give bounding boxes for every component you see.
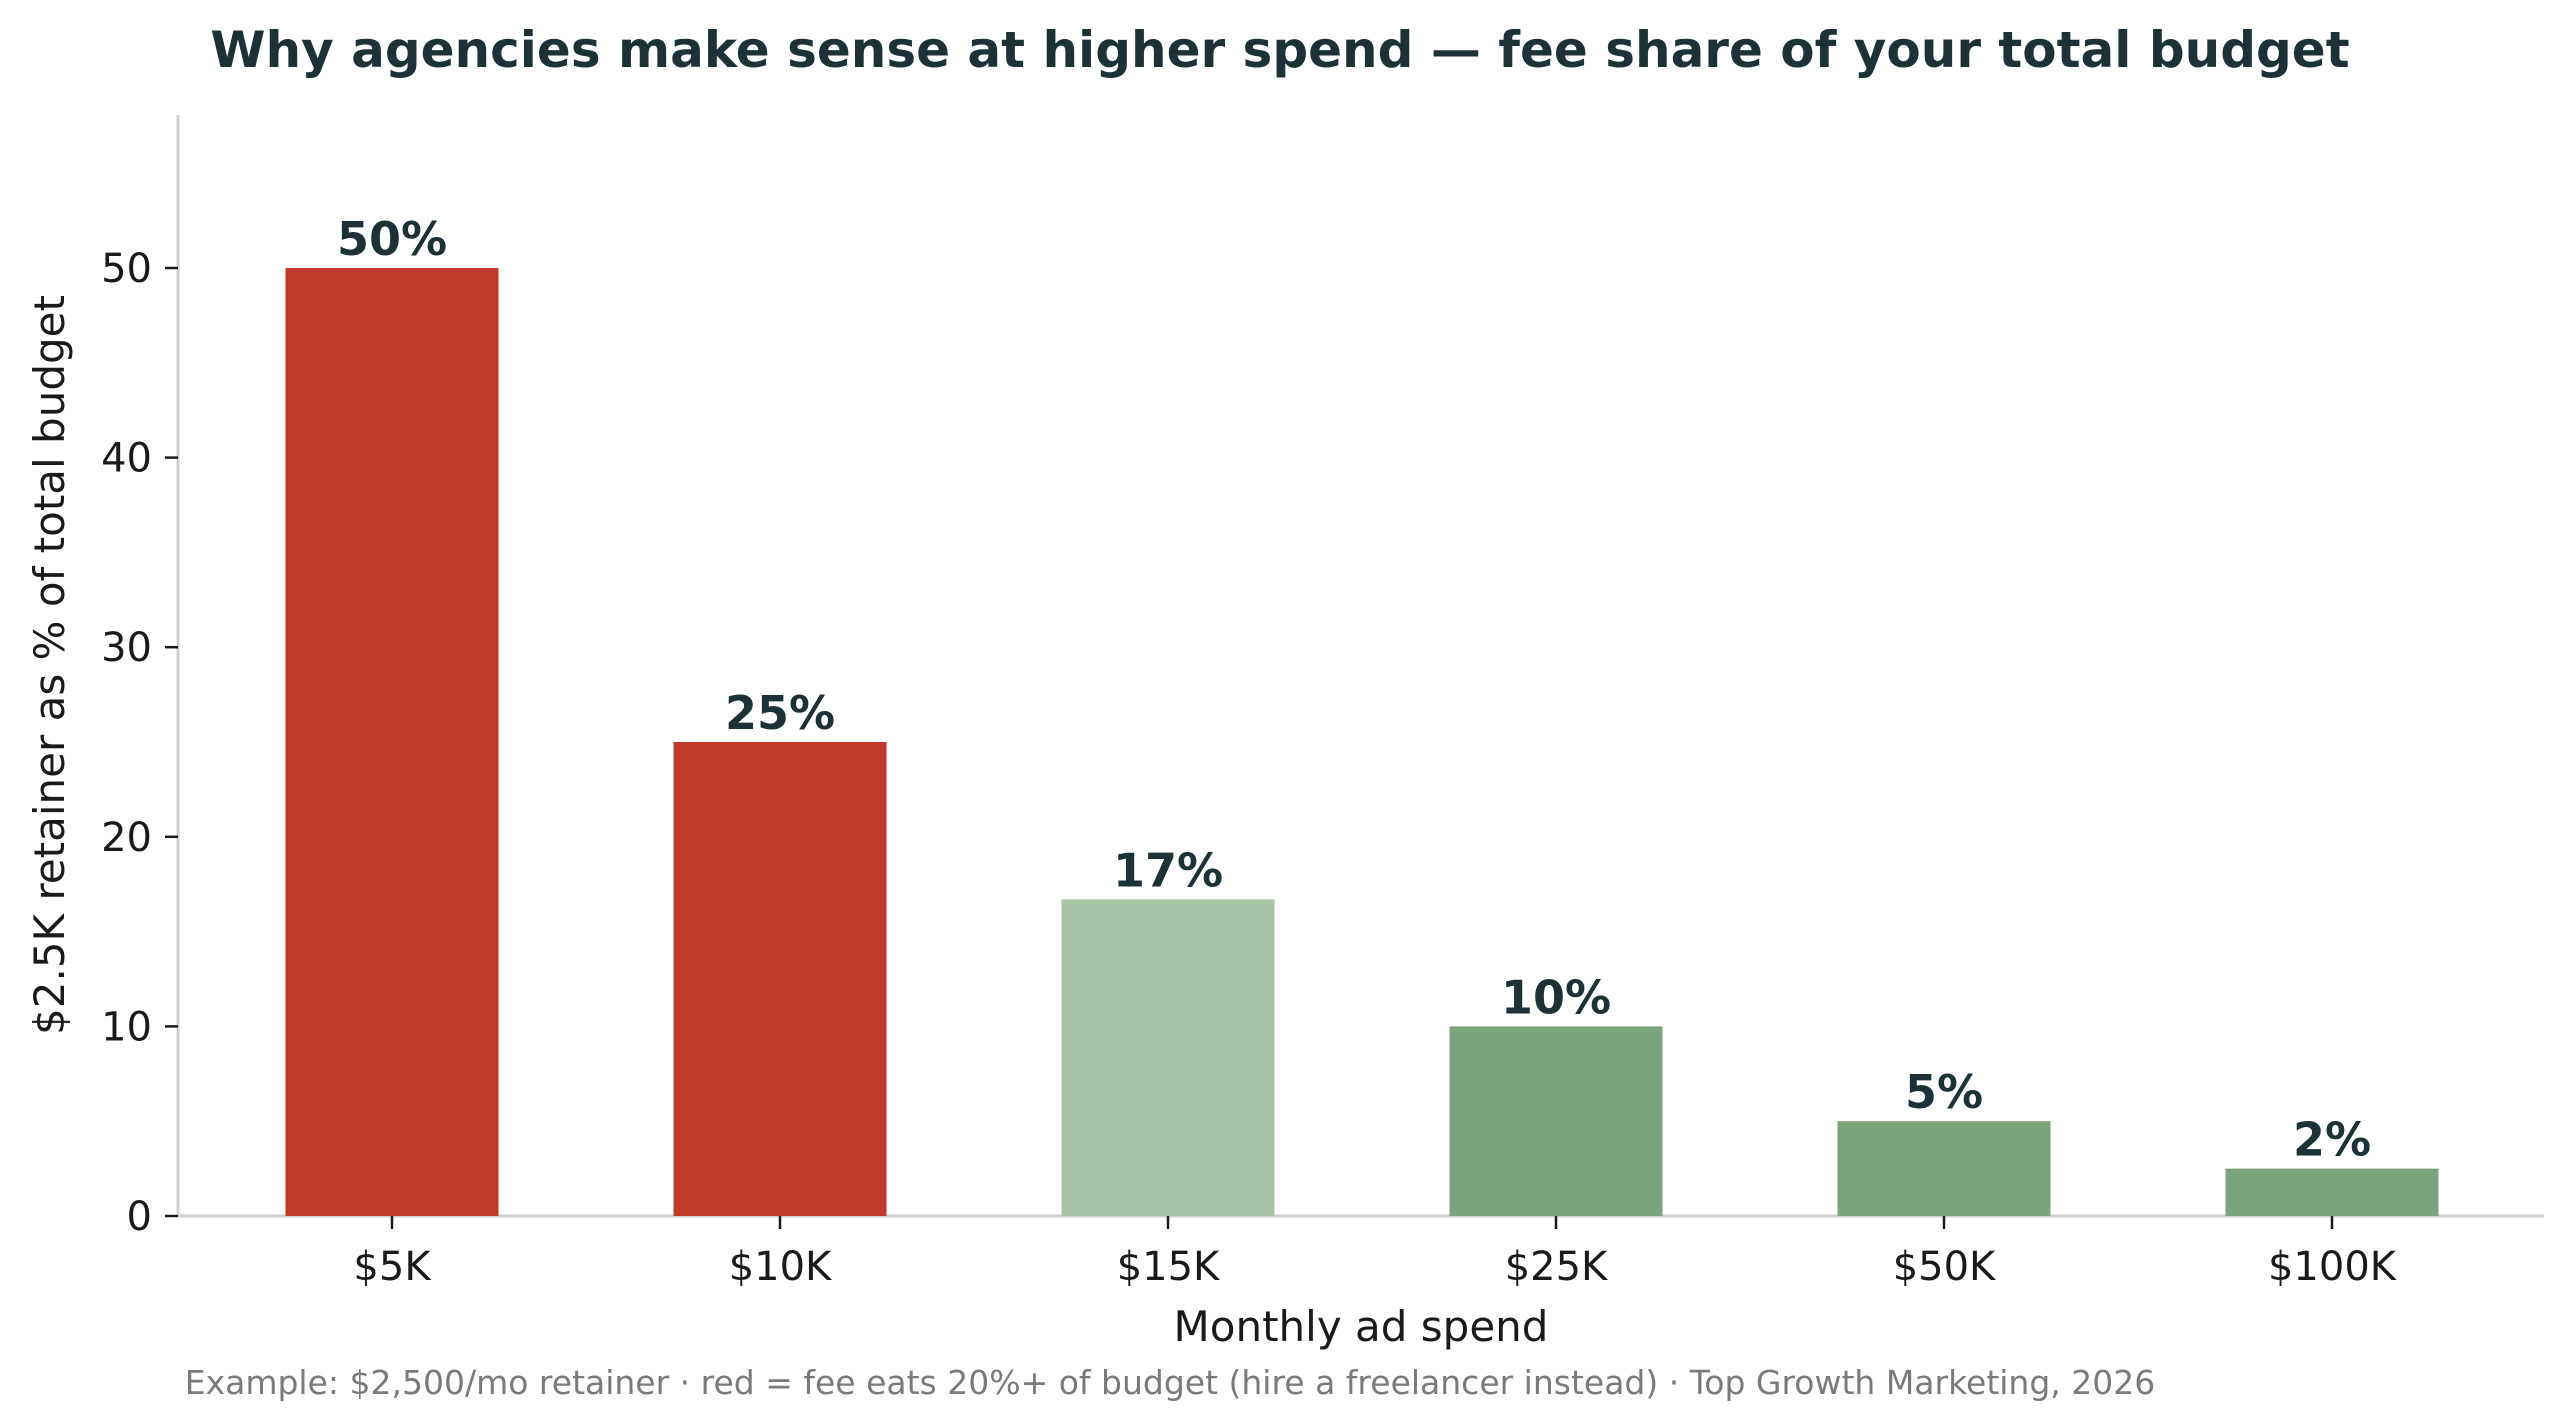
data-labels: 50% 25% 17% 10% 5% 2% [337,212,2371,1167]
chart-title: Why agencies make sense at higher spend … [210,21,2349,79]
bar-value-label: 5% [1905,1065,1983,1119]
y-tick-label: 20 [101,815,152,861]
x-tick-label: $50K [1893,1244,1997,1290]
bar [1061,899,1275,1216]
x-tick-label: $5K [353,1244,432,1290]
x-tick-label: $15K [1117,1244,1221,1290]
bar [2225,1168,2439,1216]
y-tick-label: 30 [101,625,152,671]
x-tick-label: $100K [2268,1244,2398,1290]
x-tick-label: $25K [1505,1244,1609,1290]
y-ticks: 0 10 20 30 40 50 [101,246,178,1240]
bar-value-label: 25% [725,686,835,740]
bar [673,742,887,1216]
x-ticks: $5K $10K $15K $25K $50K $100K [353,1216,2398,1290]
bar [1837,1121,2051,1216]
x-axis-label: Monthly ad spend [1174,1302,1549,1351]
bar [1449,1026,1663,1216]
bar-value-label: 17% [1113,843,1223,897]
bar-value-label: 10% [1501,970,1611,1024]
bar-value-label: 2% [2293,1113,2371,1167]
y-tick-label: 0 [127,1194,152,1240]
y-tick-label: 10 [101,1004,152,1050]
y-axis-label: $2.5K retainer as % of total budget [25,295,74,1035]
y-tick-label: 40 [101,436,152,482]
bar-value-label: 50% [337,212,447,266]
bar [285,268,499,1216]
y-tick-label: 50 [101,246,152,292]
chart-caption: Example: $2,500/mo retainer · red = fee … [185,1363,2156,1402]
bar-series [285,268,2439,1216]
x-tick-label: $10K [729,1244,833,1290]
